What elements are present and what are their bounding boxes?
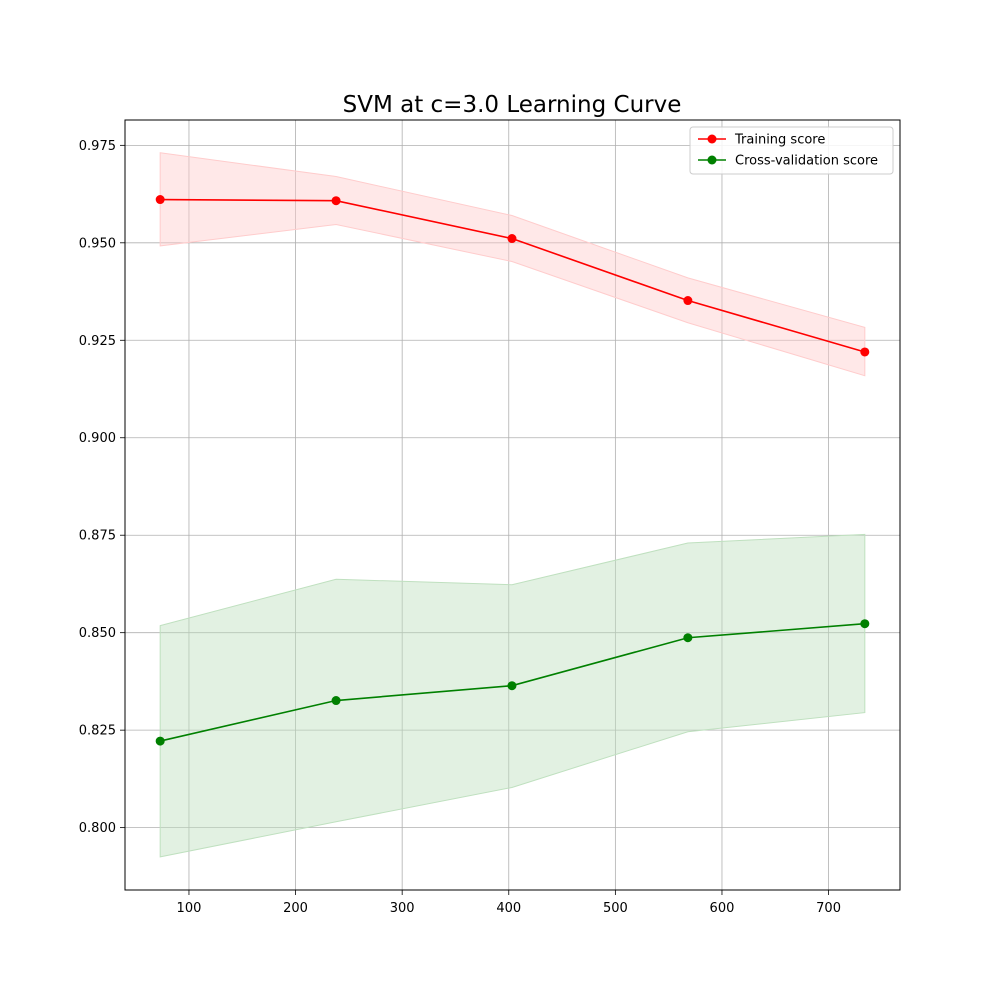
data-point [860, 619, 870, 629]
legend-label: Cross-validation score [735, 154, 878, 169]
x-tick-label: 300 [390, 901, 415, 916]
confidence-band-0 [159, 152, 866, 377]
confidence-band-1 [159, 533, 866, 858]
x-tick-label: 500 [603, 901, 628, 916]
plot-frame [124, 119, 901, 891]
legend: Training score Cross-validation score [689, 126, 894, 175]
y-tick-label: 0.875 [79, 529, 116, 544]
data-point [507, 234, 517, 244]
x-tick-label: 400 [496, 901, 521, 916]
legend-swatch-marker [707, 155, 717, 165]
y-tick-label: 0.900 [79, 431, 116, 446]
series-points [155, 195, 870, 746]
data-point [683, 296, 693, 306]
legend-label: Training score [734, 133, 825, 148]
legend-box [689, 126, 894, 175]
y-tick-label: 0.825 [79, 724, 116, 739]
legend-swatch-marker [707, 134, 717, 144]
data-point [155, 736, 165, 746]
data-point [331, 696, 341, 706]
confidence-bands [159, 152, 866, 858]
y-tick-label: 0.975 [79, 139, 116, 154]
x-tick-label: 200 [283, 901, 308, 916]
x-tick-label: 600 [710, 901, 735, 916]
y-tick-label: 0.950 [79, 236, 116, 251]
chart-title: SVM at c=3.0 Learning Curve [343, 92, 682, 118]
y-axis-ticks: 0.800 0.825 0.850 0.875 0.900 0.925 0.950 0.975 [79, 139, 125, 836]
x-axis-ticks: 100 200 300 400 500 600 700 [177, 890, 841, 916]
data-point [860, 347, 870, 357]
y-tick-label: 0.925 [79, 334, 116, 349]
data-point [683, 633, 693, 643]
data-point [507, 681, 517, 691]
x-tick-label: 700 [816, 901, 841, 916]
y-tick-label: 0.850 [79, 626, 116, 641]
data-point [155, 195, 165, 205]
y-tick-label: 0.800 [79, 821, 116, 836]
x-tick-label: 100 [177, 901, 202, 916]
data-point [331, 196, 341, 206]
